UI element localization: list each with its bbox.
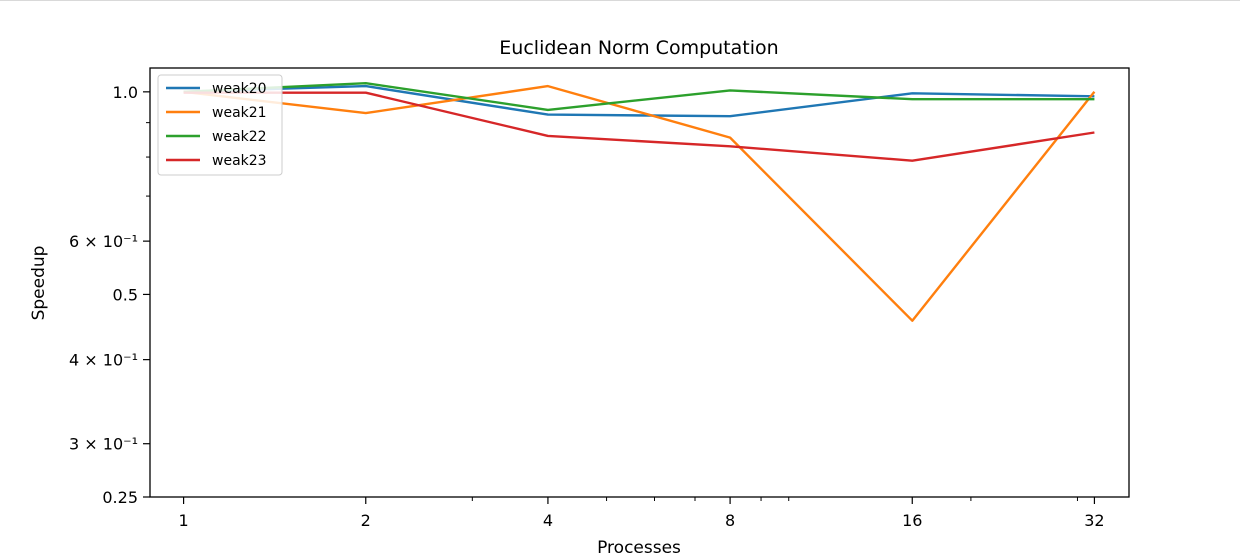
series-line-weak21 bbox=[183, 84, 1096, 322]
chart-title: Euclidean Norm Computation bbox=[499, 37, 778, 59]
y-tick-label: 0.25 bbox=[102, 488, 138, 507]
y-tick-label: 1.0 bbox=[113, 83, 138, 102]
legend-label: weak23 bbox=[212, 153, 267, 169]
legend: weak20 weak21 weak22 weak23 bbox=[157, 74, 283, 176]
series-line-weak23 bbox=[183, 91, 1095, 162]
x-tick-label: 32 bbox=[1084, 511, 1104, 530]
x-tick-label: 8 bbox=[725, 511, 735, 530]
x-axis-label: Processes bbox=[597, 538, 681, 558]
y-tick-label: 4 × 10⁻¹ bbox=[69, 351, 138, 370]
legend-box bbox=[157, 74, 283, 176]
legend-label: weak22 bbox=[212, 129, 267, 145]
y-tick-label: 6 × 10⁻¹ bbox=[69, 232, 138, 251]
series-line-weak22 bbox=[183, 81, 1095, 112]
top-border bbox=[0, 0, 1240, 1]
y-tick-label: 3 × 10⁻¹ bbox=[69, 435, 138, 454]
series-line-weak20 bbox=[183, 84, 1095, 118]
legend-label: weak20 bbox=[212, 81, 267, 97]
y-axis: 0.25 3 × 10⁻¹ 4 × 10⁻¹ 0.5 6 × 10⁻¹ 1.0 bbox=[69, 83, 150, 507]
plot-area bbox=[149, 67, 1130, 498]
x-tick-label: 2 bbox=[361, 511, 371, 530]
legend-label: weak21 bbox=[212, 105, 267, 121]
x-tick-label: 4 bbox=[543, 511, 553, 530]
series-lines bbox=[183, 81, 1096, 322]
x-tick-label: 1 bbox=[179, 511, 189, 530]
y-tick-label: 0.5 bbox=[113, 285, 138, 304]
y-axis-label: Speedup bbox=[29, 246, 49, 321]
x-tick-label: 16 bbox=[902, 511, 922, 530]
x-axis: 1 2 4 8 16 32 bbox=[179, 497, 1105, 530]
